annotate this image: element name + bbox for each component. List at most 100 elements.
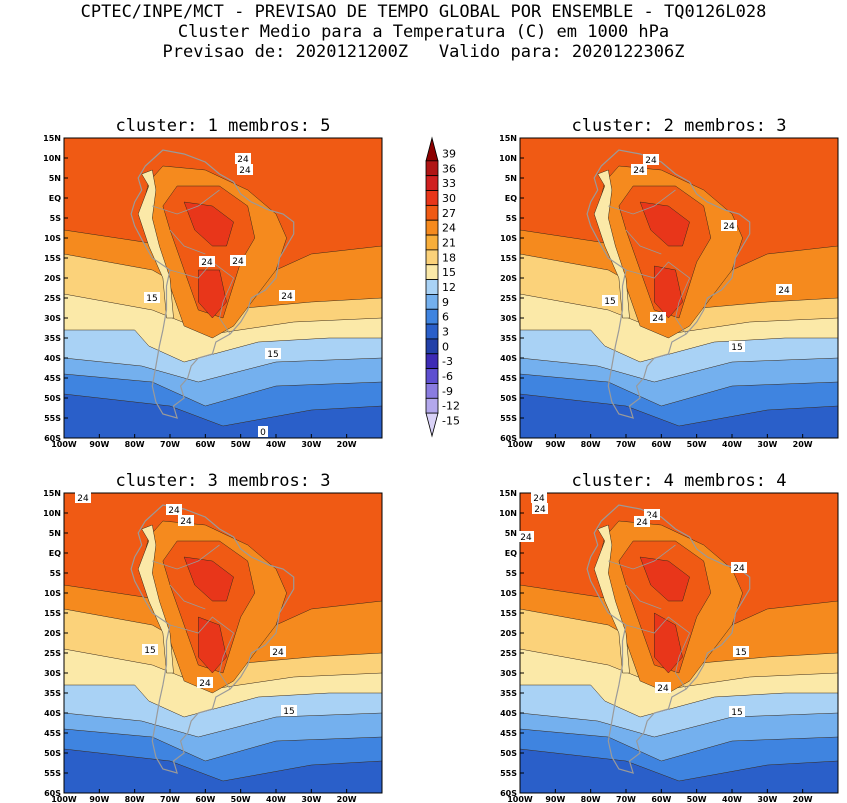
latitude-tick: 40S [500,354,517,363]
colorbar-swatch [425,175,439,191]
colorbar-swatch [425,204,439,221]
longitude-tick: 50W [687,440,707,449]
latitude-tick: 50S [500,749,517,758]
contour-label: 24 [180,517,192,527]
latitude-tick: 50S [44,394,61,403]
latitude-tick: 40S [44,354,61,363]
panel-title: cluster: 3 membros: 3 [116,471,331,491]
contour-label: 24 [636,518,648,528]
longitude-tick: 100W [51,440,77,449]
longitude-tick: 60W [651,440,671,449]
country-border [625,584,662,610]
latitude-tick: 30S [500,314,517,323]
contour-label-bg [644,509,660,520]
header-line-1: CPTEC/INPE/MCT - PREVISAO DE TEMPO GLOBA… [80,2,767,22]
contour-label: 24 [723,222,735,232]
longitude-tick: 70W [160,795,180,803]
latitude-tick: 5N [49,174,61,183]
colorbar-label: 30 [442,192,456,205]
longitude-tick: 100W [507,795,533,803]
temperature-band [639,201,690,247]
longitude-tick: 60W [195,795,215,803]
latitude-tick: 10N [43,154,61,163]
panel-title: cluster: 1 membros: 5 [116,116,331,136]
contour-label-bg [531,492,547,503]
longitude-tick: 60W [651,795,671,803]
colorbar-swatch [425,368,439,384]
temperature-band [198,616,227,674]
longitude-tick: 20W [793,440,813,449]
colorbar-swatch [425,308,439,325]
colorbar-label: 27 [442,207,456,220]
contour-label-bg [733,646,749,657]
latitude-tick: 15N [43,134,61,143]
latitude-tick: 10N [43,509,61,518]
contour-label-bg [655,682,671,693]
contour-label: 24 [533,494,545,504]
contour-label-bg [281,705,297,716]
longitude-tick: 80W [125,440,145,449]
coastline [130,149,295,419]
temperature-band [137,169,174,319]
map-frame [519,492,839,794]
contour-label: 15 [146,294,157,304]
map-panel: cluster: 4 membros: 4 15N 10N 5N EQ 5S 10S 15S 2… [499,471,839,803]
latitude-tick: 55S [500,769,517,778]
longitude-tick: 40W [266,440,286,449]
colorbar-swatch [425,234,439,251]
contour-label: 15 [731,708,742,718]
longitude-tick: 50W [231,795,251,803]
map-panel: cluster: 2 membros: 3 15N 10N 5N EQ 5S 10S 15S 2… [499,116,839,449]
latitude-tick: 15N [43,489,61,498]
country-border [152,544,220,570]
longitude-tick: 20W [793,795,813,803]
country-border [608,189,676,215]
longitude-tick: 100W [507,440,533,449]
latitude-tick: 15N [499,134,517,143]
colorbar-label: 6 [442,311,449,324]
longitude-tick: 90W [545,440,565,449]
country-border [169,616,235,690]
latitude-tick: 5N [505,174,517,183]
longitude-tick: 100W [51,795,77,803]
colorbar-label: 39 [442,147,456,160]
colorbar-swatch [425,397,439,414]
colorbar-label: 36 [442,162,456,175]
contour-label: 24 [652,314,664,324]
latitude-tick: 5S [50,214,62,223]
colorbar-swatch [425,136,439,162]
colorbar-swatch [425,383,439,399]
temperature-band [137,524,174,674]
contour-label: 15 [283,707,294,717]
map-panel: cluster: 1 membros: 5 15N 10N 5N EQ 5S 10S 15S 2… [43,116,383,449]
colorbar-swatch [425,160,439,177]
contour-label-bg [142,644,158,655]
colorbar-swatch [425,190,439,206]
contour-label-bg [518,531,534,542]
latitude-tick: 20S [500,629,517,638]
longitude-tick: 60W [195,440,215,449]
country-border [608,544,676,570]
temperature-band [183,201,234,247]
contour-label: 24 [633,166,645,176]
contour-label-bg [650,312,666,323]
contour-label: 24 [645,156,657,166]
latitude-tick: 60S [500,434,517,443]
contour-label: 24 [778,286,790,296]
colorbar-swatch [425,323,439,340]
contour-label: 24 [201,258,213,268]
contour-label-bg [178,515,194,526]
temperature-band [593,524,630,674]
colorbar-swatch [425,249,439,266]
contour-label-bg [166,504,182,515]
contour-label-bg [729,706,745,717]
latitude-tick: 5N [505,529,517,538]
colorbar-label: 3 [442,326,449,339]
contour-label: 24 [733,564,745,574]
longitude-tick: 90W [89,440,109,449]
longitude-tick: 30W [301,795,321,803]
country-border [625,261,691,335]
latitude-tick: 50S [44,749,61,758]
